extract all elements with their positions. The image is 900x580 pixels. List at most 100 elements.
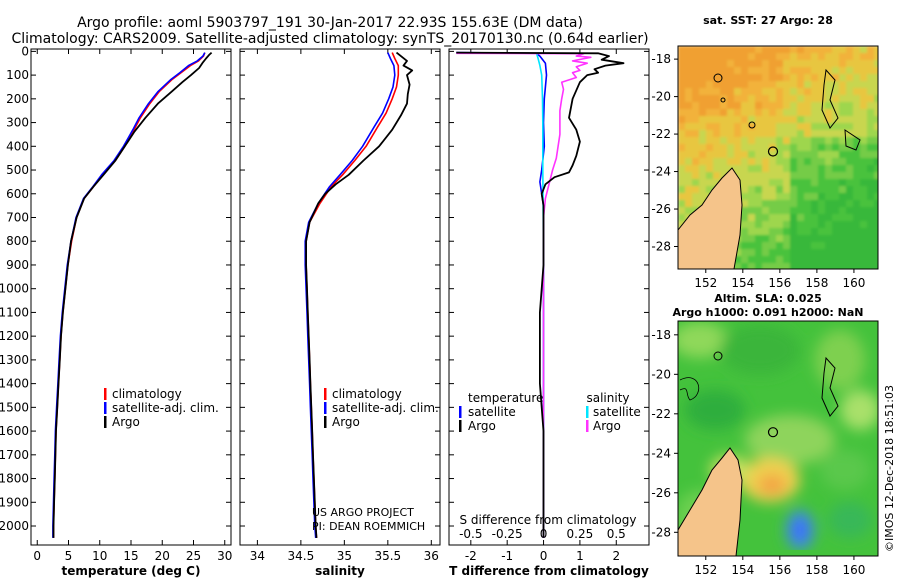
sst-cell xyxy=(748,46,756,54)
sst-cell xyxy=(685,137,693,145)
sst-cell xyxy=(818,207,826,215)
sst-cell xyxy=(741,151,749,159)
sst-cell xyxy=(783,130,791,138)
sst-cell xyxy=(839,95,847,103)
sst-cell xyxy=(853,137,861,145)
sst-cell xyxy=(713,137,721,145)
sst-cell xyxy=(741,263,749,269)
legend-swatch xyxy=(459,420,462,432)
sst-cell xyxy=(769,214,777,222)
sst-map-title: sat. SST: 27 Argo: 28 xyxy=(703,14,833,27)
sst-cell xyxy=(720,151,728,159)
sst-cell xyxy=(727,151,735,159)
sst-cell xyxy=(825,228,833,236)
sst-cell xyxy=(825,116,833,124)
sst-cell xyxy=(853,235,861,243)
sst-cell xyxy=(769,242,777,250)
sst-cell xyxy=(734,109,742,117)
sst-map: sat. SST: 27 Argo: 28 -18 -20 -22 -24 -26 -28… xyxy=(651,14,879,290)
sst-cell xyxy=(832,235,840,243)
y-tick-label: 200 xyxy=(6,92,29,106)
sst-cell xyxy=(678,53,686,61)
sst-cell xyxy=(692,130,700,138)
sst-cell xyxy=(874,193,878,201)
x-tick-label: 2 xyxy=(612,549,620,563)
x-tick-label: 35.5 xyxy=(374,549,401,563)
y-tick-label: 1900 xyxy=(0,495,29,509)
sst-cell xyxy=(734,116,742,124)
sst-cell xyxy=(741,221,749,229)
sst-cell xyxy=(874,186,878,194)
sst-cell xyxy=(734,263,742,269)
sst-cell xyxy=(741,249,749,257)
legend-label: satellite xyxy=(468,405,516,419)
sst-cell xyxy=(839,74,847,82)
sst-cell xyxy=(811,200,819,208)
legend-swatch xyxy=(104,416,107,428)
x-tick-label: 35 xyxy=(337,549,352,563)
sst-cell xyxy=(874,95,878,103)
sst-cell xyxy=(783,221,791,229)
sst-cell xyxy=(860,81,868,89)
sst-cell xyxy=(825,130,833,138)
sst-cell xyxy=(783,137,791,145)
sst-cell xyxy=(692,193,700,201)
sst-cell xyxy=(853,81,861,89)
sst-cell xyxy=(797,172,805,180)
sst-cell xyxy=(713,53,721,61)
sst-cell xyxy=(853,109,861,117)
lon-tick-label: 156 xyxy=(768,563,791,577)
sst-cell xyxy=(839,256,847,264)
sst-cell xyxy=(734,158,742,166)
sst-cell xyxy=(818,242,826,250)
sst-cell xyxy=(678,193,686,201)
sst-cell xyxy=(811,130,819,138)
sst-cell xyxy=(748,207,756,215)
sst-cell xyxy=(783,158,791,166)
sst-cell xyxy=(685,81,693,89)
sst-cell xyxy=(776,193,784,201)
sst-cell xyxy=(685,60,693,68)
sst-cell xyxy=(685,158,693,166)
x-tick-label: 20 xyxy=(155,549,170,563)
sst-cell xyxy=(797,214,805,222)
sst-cell xyxy=(699,88,707,96)
sst-cell xyxy=(769,74,777,82)
sst-cell xyxy=(797,88,805,96)
sst-cell xyxy=(818,263,826,269)
sst-cell xyxy=(748,186,756,194)
sst-cell xyxy=(797,116,805,124)
sst-cell xyxy=(727,95,735,103)
sst-cell xyxy=(734,130,742,138)
sst-cell xyxy=(853,102,861,110)
sst-cell xyxy=(741,207,749,215)
sst-cell xyxy=(748,242,756,250)
sst-cell xyxy=(825,102,833,110)
sst-cell xyxy=(811,46,819,54)
sst-cell xyxy=(678,158,686,166)
lat-tick-label: -22 xyxy=(651,407,671,421)
sst-cell xyxy=(720,109,728,117)
sst-cell xyxy=(720,102,728,110)
sst-cell xyxy=(804,95,812,103)
sst-cell xyxy=(769,235,777,243)
sst-cell xyxy=(846,46,854,54)
sst-cell xyxy=(832,67,840,75)
sst-cell xyxy=(818,221,826,229)
sst-cell xyxy=(804,123,812,131)
sst-cell xyxy=(867,256,875,264)
sst-cell xyxy=(692,60,700,68)
sst-cell xyxy=(713,172,721,180)
sst-cell xyxy=(748,116,756,124)
sst-cell xyxy=(860,74,868,82)
sst-cell xyxy=(867,137,875,145)
sst-cell xyxy=(811,263,819,269)
sst-cell xyxy=(853,200,861,208)
sst-cell xyxy=(811,116,819,124)
sst-cell xyxy=(762,116,770,124)
sst-cell xyxy=(713,151,721,159)
legend-label: Argo xyxy=(593,419,621,433)
sst-cell xyxy=(839,137,847,145)
sst-cell xyxy=(713,109,721,117)
sst-cell xyxy=(776,130,784,138)
